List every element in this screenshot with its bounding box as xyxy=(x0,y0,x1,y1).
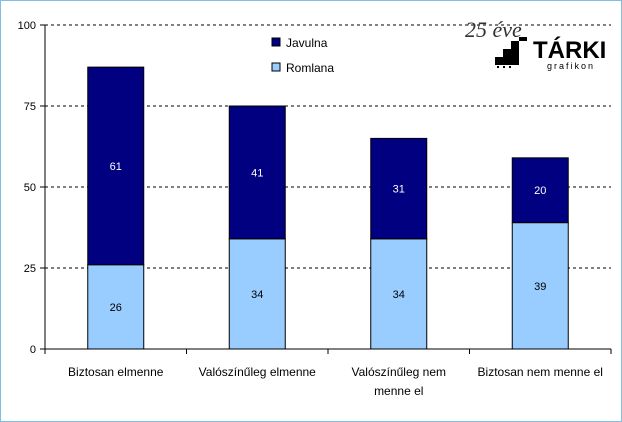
x-tick-label: Biztosan nem menne el xyxy=(478,365,603,379)
x-tick-label: Valószínűleg elmenne xyxy=(199,365,317,379)
x-tick-label: menne el xyxy=(374,384,423,398)
bar-romlana xyxy=(87,264,145,350)
tarki-logo: 25 éve TÁRKI grafikon xyxy=(463,15,613,75)
legend-label-javulna: Javulna xyxy=(286,36,328,50)
data-label-javulna: 41 xyxy=(251,167,263,179)
bar-javulna xyxy=(511,157,569,224)
data-label-romlana: 26 xyxy=(110,302,122,314)
data-label-javulna: 20 xyxy=(534,185,546,197)
data-label-romlana: 34 xyxy=(251,289,263,301)
data-label-javulna: 61 xyxy=(110,161,122,173)
data-label-romlana: 34 xyxy=(393,289,405,301)
y-tick-label: 75 xyxy=(24,101,36,113)
bar-javulna xyxy=(228,105,286,240)
logo-years-text: 25 éve xyxy=(465,17,522,42)
x-tick-label: Valószínűleg nem xyxy=(352,365,447,379)
logo-name-text: TÁRKI xyxy=(533,37,607,64)
data-label-javulna: 31 xyxy=(393,184,405,196)
y-tick-label: 0 xyxy=(30,344,36,356)
legend-label-romlana: Romlana xyxy=(286,61,334,75)
legend-swatch-romlana xyxy=(271,62,281,72)
legend-swatch-javulna xyxy=(271,37,281,47)
bar-romlana xyxy=(511,222,569,350)
logo-sub-text: grafikon xyxy=(547,61,596,71)
y-tick-label: 100 xyxy=(18,20,36,32)
bar-javulna xyxy=(370,137,428,240)
stairs-logo-icon xyxy=(495,37,527,68)
bar-javulna xyxy=(87,66,145,266)
x-tick-label: Biztosan elmenne xyxy=(68,365,164,379)
y-tick-label: 25 xyxy=(24,263,36,275)
bar-romlana xyxy=(370,238,428,350)
y-tick-label: 50 xyxy=(24,182,36,194)
data-label-romlana: 39 xyxy=(534,281,546,293)
